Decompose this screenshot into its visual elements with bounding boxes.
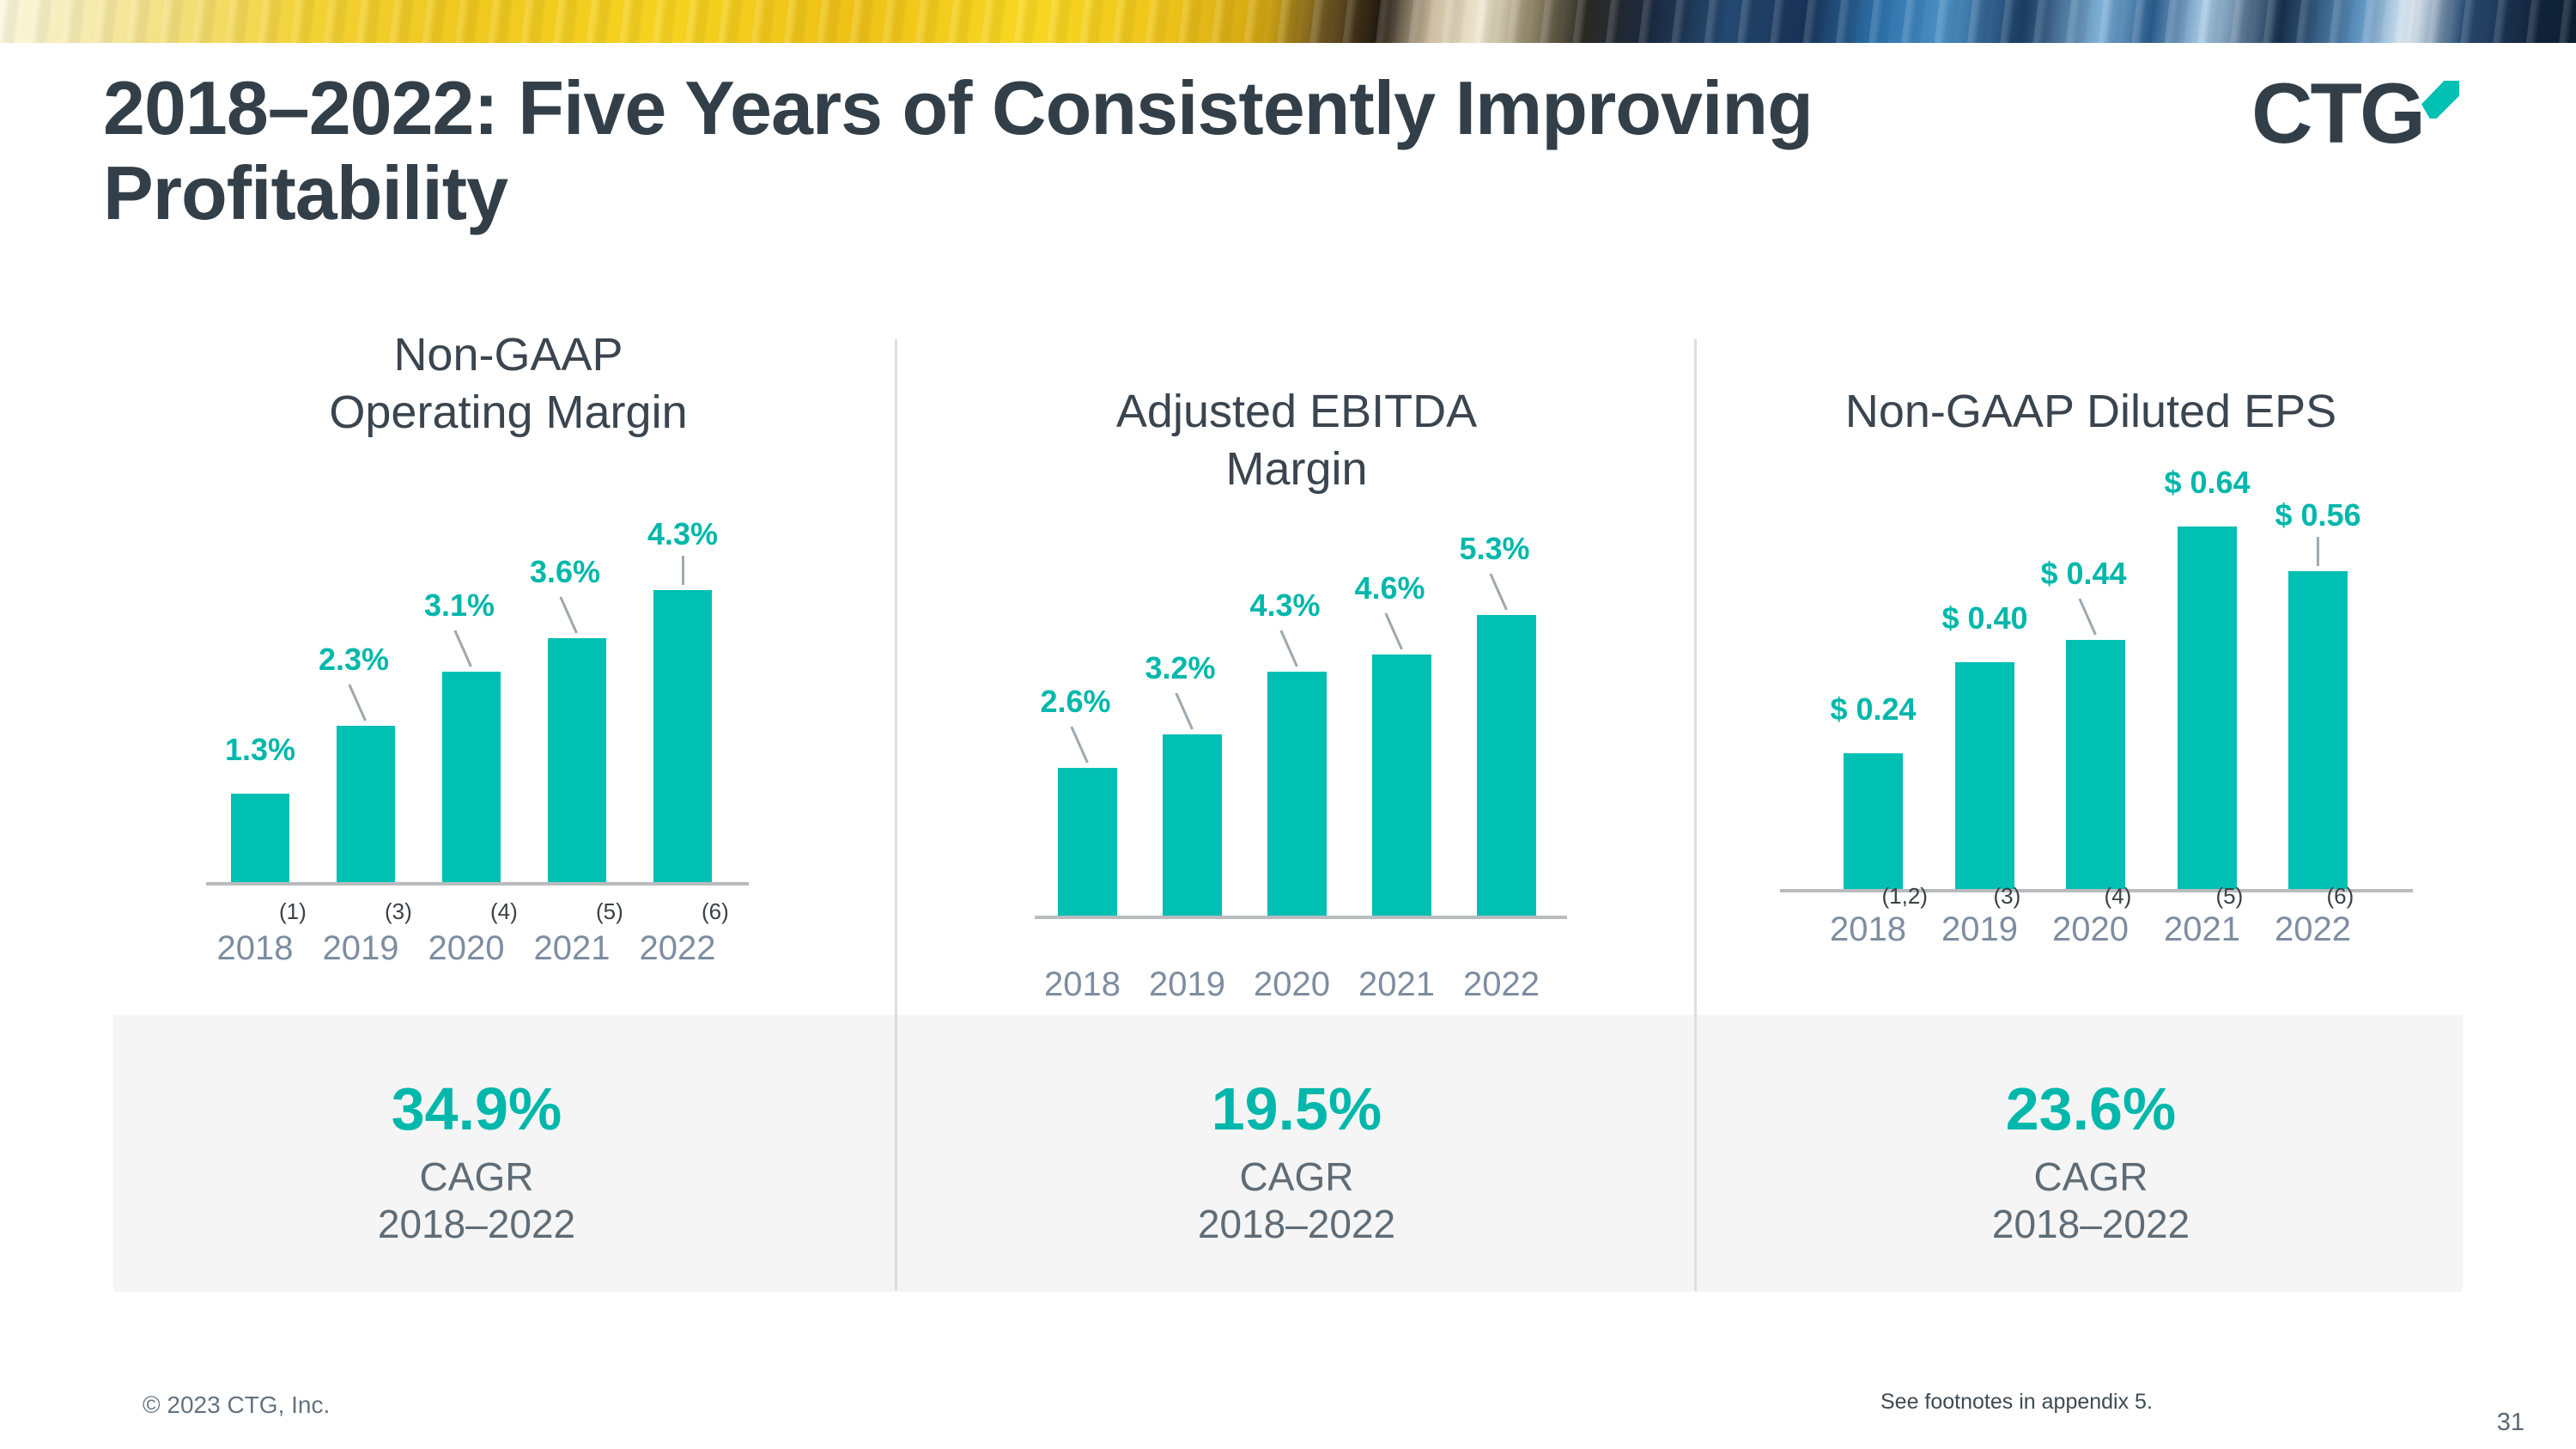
chart-3-cagr: 23.6% CAGR 2018–2022 xyxy=(1790,1075,2391,1247)
x-axis-label-2020: 2020 xyxy=(2052,910,2129,948)
x-axis-footnote-marker: (5) xyxy=(596,898,623,924)
copyright-text: © 2023 CTG, Inc. xyxy=(143,1391,331,1418)
chart-1-bar-2019 xyxy=(337,726,395,882)
page-number: 31 xyxy=(2496,1409,2524,1436)
x-axis-label-2022: 2022 xyxy=(2275,910,2351,948)
ctg-logo-text: CTG xyxy=(2251,65,2426,161)
x-axis-footnote-marker: (1,2) xyxy=(1881,883,1928,909)
bar-value-label: 4.3% xyxy=(647,516,719,551)
chart-3-bar-2021 xyxy=(2178,527,2237,889)
chart-2-bar-2018 xyxy=(1058,768,1117,916)
cagr-range: 2018–2022 xyxy=(1991,1202,2190,1246)
footnote-reference-text: See footnotes in appendix 5. xyxy=(1880,1390,2153,1414)
ctg-logo: CTG xyxy=(2251,65,2459,161)
page-title: 2018–2022: Five Years of Consistently Im… xyxy=(103,65,2207,236)
bar-label-leader-line xyxy=(348,684,367,721)
chart-3-bar-2022 xyxy=(2288,571,2348,889)
bar-value-label: 3.6% xyxy=(529,554,601,589)
chart-2-cagr: 19.5% CAGR 2018–2022 xyxy=(996,1075,1597,1247)
cagr-label: CAGR xyxy=(1239,1154,1354,1199)
bar-label-leader-line xyxy=(681,556,684,585)
cagr-range: 2018–2022 xyxy=(377,1202,576,1246)
chart-2-bar-2022 xyxy=(1477,615,1536,916)
bar-value-label: $ 0.64 xyxy=(2164,465,2251,500)
chart-1-title-line-2: Operating Margin xyxy=(329,386,688,438)
page-title-line-2: Profitability xyxy=(103,150,508,236)
chart-1-bar-2021 xyxy=(548,638,606,882)
chart-1-bar-2020 xyxy=(442,672,501,882)
x-axis-label-2018: 2018 xyxy=(1830,910,1906,948)
x-axis-label-2018: 2018 xyxy=(216,929,294,967)
chart-1-cagr: 34.9% CAGR 2018–2022 xyxy=(176,1075,777,1247)
chart-3-bar-2019 xyxy=(1955,662,2014,889)
x-axis-label-2020: 2020 xyxy=(428,929,505,967)
chart-3-x-axis xyxy=(1780,889,2413,892)
chart-2-title-line-2: Margin xyxy=(1225,442,1368,495)
chart-1-x-axis xyxy=(206,882,749,886)
chart-3-bar-2018 xyxy=(1844,753,1903,889)
banner-streaks xyxy=(0,0,2576,43)
bar-value-label: 4.6% xyxy=(1354,570,1425,606)
x-axis-label-2021: 2021 xyxy=(2164,910,2240,948)
chart-1-bar-2022 xyxy=(653,590,712,882)
bar-value-label: 4.3% xyxy=(1249,588,1321,623)
x-axis-footnote-marker: (3) xyxy=(385,898,412,924)
chart-2-title: Adjusted EBITDA Margin xyxy=(953,383,1640,498)
bar-value-label: $ 0.40 xyxy=(1941,600,2028,636)
chart-1-bar-2018 xyxy=(231,794,289,882)
x-axis-footnote-marker: (3) xyxy=(1993,883,2021,909)
bar-value-label: $ 0.44 xyxy=(2040,556,2127,591)
x-axis-label-2019: 2019 xyxy=(322,929,399,967)
cagr-value: 34.9% xyxy=(391,1075,562,1142)
x-axis-label-2021: 2021 xyxy=(1358,965,1435,1003)
cagr-label: CAGR xyxy=(419,1154,534,1199)
chart-2-bar-2020 xyxy=(1267,672,1327,916)
chart-3-title: Non-GAAP Diluted EPS xyxy=(1747,383,2434,441)
cagr-label: CAGR xyxy=(2033,1154,2148,1199)
x-axis-footnote-marker: (6) xyxy=(702,898,729,924)
chart-3-title-line-1: Non-GAAP Diluted EPS xyxy=(1844,386,2337,437)
bar-label-leader-line xyxy=(1069,726,1089,764)
cagr-range: 2018–2022 xyxy=(1197,1202,1396,1246)
x-axis-label-2018: 2018 xyxy=(1044,965,1121,1003)
chart-2-bar-2019 xyxy=(1163,734,1222,916)
x-axis-label-2022: 2022 xyxy=(1463,965,1540,1003)
cagr-value: 19.5% xyxy=(1211,1075,1382,1142)
decorative-banner-image xyxy=(0,0,2576,43)
column-divider-2 xyxy=(1694,339,1697,1291)
chart-2-title-line-1: Adjusted EBITDA xyxy=(1115,386,1478,437)
page-title-line-1: 2018–2022: Five Years of Consistently Im… xyxy=(103,65,1814,150)
chart-2-bar-2021 xyxy=(1372,654,1431,916)
x-axis-label-2020: 2020 xyxy=(1254,965,1330,1003)
cagr-band xyxy=(113,1015,2463,1292)
bar-value-label: 5.3% xyxy=(1459,531,1530,566)
x-axis-label-2019: 2019 xyxy=(1941,910,2018,948)
x-axis-label-2021: 2021 xyxy=(533,929,611,967)
ctg-logo-arrow-icon xyxy=(2421,81,2459,119)
cagr-value: 23.6% xyxy=(2005,1075,2177,1142)
chart-2-x-axis xyxy=(1035,916,1567,919)
bar-value-label: 3.1% xyxy=(423,588,495,623)
bar-label-leader-line xyxy=(2317,537,2319,566)
bar-value-label: $ 0.56 xyxy=(2275,497,2361,533)
bar-value-label: 3.2% xyxy=(1145,650,1216,685)
chart-1-title-line-1: Non-GAAP xyxy=(393,329,623,381)
x-axis-label-2022: 2022 xyxy=(639,929,716,967)
bar-value-label: 2.6% xyxy=(1040,684,1111,719)
bar-value-label: $ 0.24 xyxy=(1830,691,1917,727)
x-axis-footnote-marker: (5) xyxy=(2215,883,2244,909)
x-axis-footnote-marker: (4) xyxy=(2104,883,2132,909)
x-axis-label-2019: 2019 xyxy=(1149,965,1225,1003)
bar-value-label: 1.3% xyxy=(224,732,296,767)
x-axis-footnote-marker: (4) xyxy=(490,898,518,924)
chart-1-title: Non-GAAP Operating Margin xyxy=(165,326,852,441)
bar-value-label: 2.3% xyxy=(318,642,390,677)
column-divider-1 xyxy=(895,339,897,1291)
x-axis-footnote-marker: (6) xyxy=(2326,883,2354,909)
x-axis-footnote-marker: (1) xyxy=(279,898,307,924)
chart-3-bar-2020 xyxy=(2066,640,2125,889)
